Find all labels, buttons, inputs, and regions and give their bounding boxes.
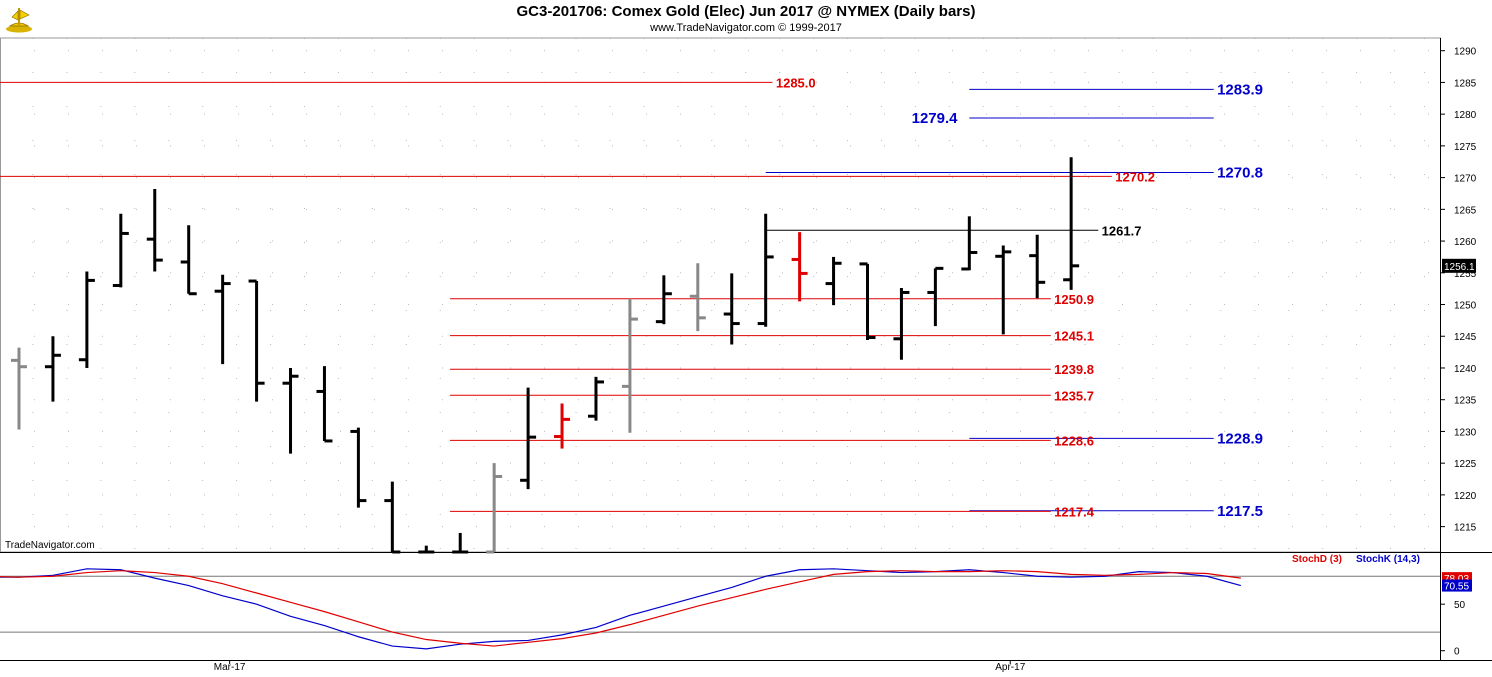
stoch-series-line bbox=[0, 568, 1241, 650]
price-levels: 1285.0 1283.9 1279.4 1270.8 1270.2 1261.7 1250… bbox=[0, 75, 1263, 520]
y-tick-label: 1285 bbox=[1454, 78, 1477, 89]
y-tick-label: 1245 bbox=[1454, 332, 1477, 343]
ohlc-bar bbox=[452, 532, 469, 554]
stoch-series-line bbox=[0, 570, 1241, 647]
y-tick-label: 1220 bbox=[1454, 491, 1477, 502]
ohlc-bar bbox=[248, 279, 265, 402]
ohlc-bar bbox=[180, 225, 197, 296]
level-label: 1270.8 bbox=[1217, 165, 1263, 182]
ohlc-bar bbox=[350, 427, 367, 508]
trade-navigator-logo-icon bbox=[6, 8, 32, 33]
y-tick-label: 1270 bbox=[1454, 174, 1477, 185]
chart-subtitle: www.TradeNavigator.com © 1999-2017 bbox=[650, 22, 842, 34]
y-tick-label: 1250 bbox=[1454, 301, 1477, 312]
last-price-box bbox=[1442, 258, 1476, 273]
ohlc-bar bbox=[655, 275, 672, 325]
x-tick-label: Apr-17 bbox=[995, 662, 1025, 673]
level-label: 1250.9 bbox=[1054, 292, 1094, 307]
price-axis: 1215 1220 1225 1230 1235 1240 1245 1250 1255 1260… bbox=[1440, 38, 1477, 660]
legend-stoch-k: StochK (14,3) bbox=[1356, 554, 1420, 565]
ohlc-bar bbox=[520, 387, 537, 490]
chart-title: GC3-201706: Comex Gold (Elec) Jun 2017 @… bbox=[516, 3, 976, 20]
level-label: 1228.6 bbox=[1054, 433, 1094, 448]
level-label: 1217.4 bbox=[1054, 504, 1095, 519]
ohlc-bar bbox=[859, 262, 876, 341]
y-tick-label: 1265 bbox=[1454, 205, 1477, 216]
y-tick-label: 1280 bbox=[1454, 110, 1477, 121]
level-label: 1239.8 bbox=[1054, 362, 1094, 377]
time-axis: Mar-17 Apr-17 bbox=[214, 660, 1026, 673]
ohlc-bar bbox=[825, 256, 842, 306]
y-tick-label: 1225 bbox=[1454, 459, 1477, 470]
level-label: 1285.0 bbox=[776, 75, 816, 90]
ohlc-bar bbox=[927, 266, 944, 327]
ohlc-bar bbox=[1029, 234, 1046, 299]
ohlc-bar bbox=[78, 271, 95, 368]
price-bars bbox=[11, 157, 1080, 554]
ohlc-bar bbox=[112, 213, 129, 288]
stoch-y-tick-label: 0 bbox=[1454, 647, 1460, 658]
last-price-label: 1256.1 bbox=[1444, 262, 1475, 273]
y-tick-label: 1240 bbox=[1454, 364, 1477, 375]
level-label: 1283.9 bbox=[1217, 81, 1263, 98]
ohlc-bar bbox=[893, 288, 910, 360]
ohlc-bar bbox=[961, 216, 978, 271]
y-tick-label: 1255 bbox=[1454, 269, 1477, 280]
ohlc-bar bbox=[1063, 157, 1080, 290]
chart-header: GC3-201706: Comex Gold (Elec) Jun 2017 @… bbox=[0, 0, 1492, 37]
y-tick-label: 1260 bbox=[1454, 237, 1477, 248]
ohlc-bar bbox=[11, 347, 27, 430]
level-label: 1235.7 bbox=[1054, 388, 1094, 403]
level-label: 1261.7 bbox=[1102, 223, 1142, 238]
ohlc-bar bbox=[995, 245, 1012, 335]
ohlc-bar bbox=[418, 545, 435, 554]
ohlc-bar bbox=[146, 189, 163, 272]
ohlc-bar bbox=[214, 274, 231, 365]
y-tick-label: 1230 bbox=[1454, 427, 1477, 438]
y-tick-label: 1275 bbox=[1454, 142, 1477, 153]
ohlc-bar bbox=[757, 213, 774, 327]
stoch-last-label: 70.55 bbox=[1444, 582, 1469, 593]
ohlc-bar bbox=[723, 273, 740, 345]
stochastic-panel: 05078.0370.55 bbox=[0, 568, 1492, 661]
y-tick-label: 1290 bbox=[1454, 47, 1477, 58]
ohlc-bar bbox=[791, 232, 808, 302]
ohlc-bar bbox=[316, 366, 333, 443]
y-tick-label: 1215 bbox=[1454, 523, 1477, 534]
stoch-y-tick-label: 50 bbox=[1454, 600, 1466, 611]
level-label: 1270.2 bbox=[1115, 169, 1155, 184]
price-panel-border bbox=[0, 37, 1441, 553]
ohlc-bar bbox=[384, 481, 401, 554]
x-tick-label: Mar-17 bbox=[214, 662, 246, 673]
ohlc-bar bbox=[689, 263, 706, 332]
legend-stoch-d: StochD (3) bbox=[1292, 554, 1342, 565]
ohlc-bar bbox=[587, 376, 604, 421]
stoch-last-box bbox=[1442, 579, 1472, 592]
ohlc-bar bbox=[554, 403, 571, 449]
level-label: 1279.4 bbox=[912, 110, 959, 127]
price-grid bbox=[0, 38, 1440, 552]
level-label: 1228.9 bbox=[1217, 430, 1263, 447]
ohlc-bar bbox=[44, 336, 61, 402]
ohlc-bar bbox=[282, 367, 299, 454]
level-label: 1245.1 bbox=[1054, 329, 1094, 344]
y-tick-label: 1235 bbox=[1454, 396, 1477, 407]
ohlc-bar bbox=[621, 298, 638, 433]
ohlc-bar bbox=[486, 463, 503, 554]
level-label: 1217.5 bbox=[1217, 503, 1263, 520]
watermark-text: TradeNavigator.com bbox=[5, 540, 95, 551]
